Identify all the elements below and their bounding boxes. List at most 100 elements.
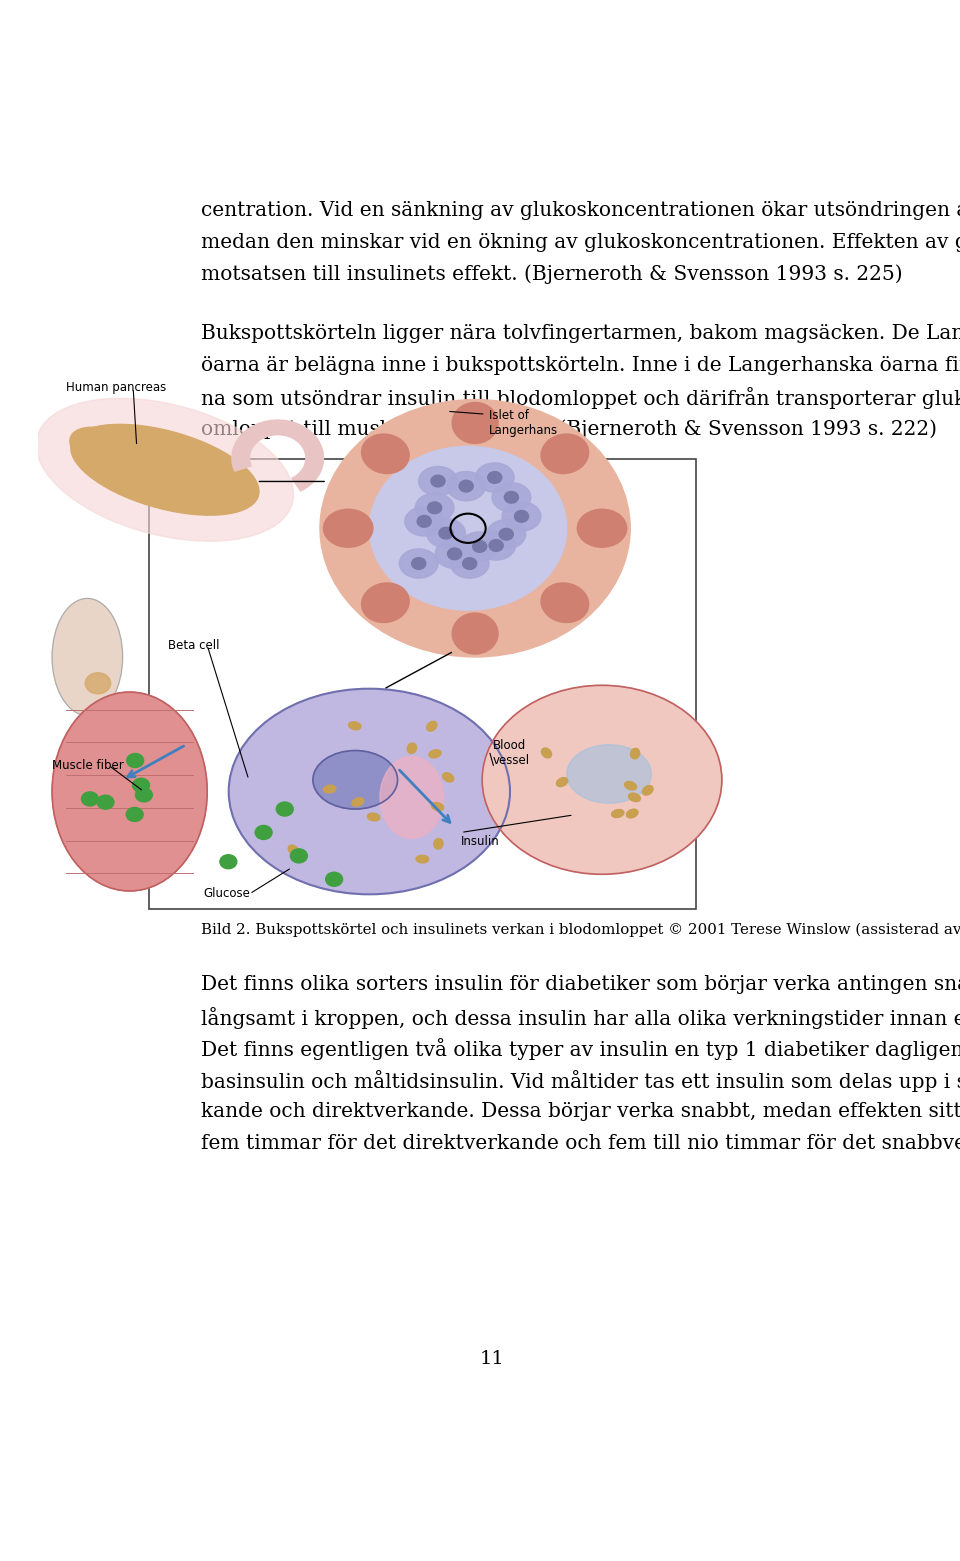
Ellipse shape bbox=[475, 464, 515, 492]
Ellipse shape bbox=[434, 838, 443, 849]
Bar bbox=[150, 459, 696, 910]
Ellipse shape bbox=[416, 855, 429, 863]
Ellipse shape bbox=[362, 434, 409, 473]
Circle shape bbox=[97, 795, 114, 809]
Circle shape bbox=[472, 540, 487, 553]
Wedge shape bbox=[232, 420, 324, 492]
Text: långsamt i kroppen, och dessa insulin har alla olika verkningstider innan effekt: långsamt i kroppen, och dessa insulin ha… bbox=[202, 1007, 960, 1029]
Circle shape bbox=[499, 529, 514, 540]
Ellipse shape bbox=[380, 757, 444, 838]
Ellipse shape bbox=[642, 785, 653, 795]
Ellipse shape bbox=[416, 493, 454, 523]
Ellipse shape bbox=[450, 549, 489, 578]
Ellipse shape bbox=[52, 598, 123, 715]
Circle shape bbox=[412, 557, 425, 570]
Ellipse shape bbox=[407, 743, 417, 754]
Ellipse shape bbox=[460, 532, 499, 560]
Circle shape bbox=[515, 510, 529, 523]
Ellipse shape bbox=[228, 688, 510, 894]
Circle shape bbox=[439, 528, 453, 539]
Ellipse shape bbox=[324, 509, 372, 548]
Ellipse shape bbox=[288, 845, 299, 855]
Text: motsatsen till insulinets effekt. (Bjerneroth & Svensson 1993 s. 225): motsatsen till insulinets effekt. (Bjern… bbox=[202, 265, 903, 284]
Circle shape bbox=[255, 826, 272, 840]
Circle shape bbox=[85, 673, 110, 693]
Ellipse shape bbox=[625, 782, 636, 790]
Text: 11: 11 bbox=[480, 1350, 504, 1367]
Circle shape bbox=[504, 492, 518, 503]
Text: Beta cell: Beta cell bbox=[168, 638, 220, 652]
Text: Det finns olika sorters insulin för diabetiker som börjar verka antingen snabbt : Det finns olika sorters insulin för diab… bbox=[202, 974, 960, 994]
Text: Human pancreas: Human pancreas bbox=[66, 381, 166, 395]
Text: Blood
vessel: Blood vessel bbox=[492, 740, 530, 768]
Ellipse shape bbox=[577, 509, 627, 548]
Text: na som utsöndrar insulin till blodomloppet och därifrån transporterar glukos frå: na som utsöndrar insulin till blodomlopp… bbox=[202, 387, 960, 409]
Text: Bild 2. Bukspottskörtel och insulinets verkan i blodomloppet © 2001 Terese Winsl: Bild 2. Bukspottskörtel och insulinets v… bbox=[202, 923, 960, 937]
Ellipse shape bbox=[429, 749, 441, 759]
Ellipse shape bbox=[426, 721, 437, 731]
Text: medan den minskar vid en ökning av glukoskoncentrationen. Effekten av glukagon ä: medan den minskar vid en ökning av gluko… bbox=[202, 233, 960, 251]
Circle shape bbox=[427, 503, 442, 514]
Ellipse shape bbox=[502, 501, 540, 531]
Ellipse shape bbox=[477, 531, 516, 560]
Ellipse shape bbox=[557, 777, 567, 787]
Ellipse shape bbox=[452, 403, 498, 443]
Text: Muscle fiber: Muscle fiber bbox=[52, 759, 124, 771]
Ellipse shape bbox=[419, 467, 457, 496]
Text: basinsulin och måltidsinsulin. Vid måltider tas ett insulin som delas upp i snab: basinsulin och måltidsinsulin. Vid målti… bbox=[202, 1071, 960, 1093]
Ellipse shape bbox=[482, 685, 722, 874]
Ellipse shape bbox=[452, 613, 498, 654]
Circle shape bbox=[132, 779, 150, 793]
Text: centration. Vid en sänkning av glukoskoncentrationen ökar utsöndringen av glukag: centration. Vid en sänkning av glukoskon… bbox=[202, 201, 960, 220]
Circle shape bbox=[82, 791, 99, 805]
Circle shape bbox=[220, 855, 237, 869]
Ellipse shape bbox=[487, 520, 525, 549]
Ellipse shape bbox=[362, 582, 409, 623]
Ellipse shape bbox=[368, 813, 380, 821]
Ellipse shape bbox=[431, 802, 444, 810]
Ellipse shape bbox=[399, 549, 438, 578]
Circle shape bbox=[447, 548, 462, 560]
Ellipse shape bbox=[446, 471, 486, 501]
Ellipse shape bbox=[541, 434, 588, 473]
Circle shape bbox=[489, 540, 503, 551]
Circle shape bbox=[463, 557, 477, 570]
Ellipse shape bbox=[627, 809, 638, 818]
Ellipse shape bbox=[70, 428, 147, 478]
Ellipse shape bbox=[370, 446, 566, 610]
Text: Glucose: Glucose bbox=[204, 887, 251, 901]
Ellipse shape bbox=[405, 507, 444, 535]
Ellipse shape bbox=[629, 793, 640, 802]
Text: Bukspottskörteln ligger nära tolvfingertarmen, bakom magsäcken. De Langerhanska: Bukspottskörteln ligger nära tolvfingert… bbox=[202, 323, 960, 343]
Ellipse shape bbox=[324, 785, 336, 793]
Text: Det finns egentligen två olika typer av insulin en typ 1 diabetiker dagligen anv: Det finns egentligen två olika typer av … bbox=[202, 1038, 960, 1060]
Text: omloppet till muskelceller. (bild 2) (Bjerneroth & Svensson 1993 s. 222): omloppet till muskelceller. (bild 2) (Bj… bbox=[202, 420, 937, 439]
Ellipse shape bbox=[541, 582, 588, 623]
Ellipse shape bbox=[612, 810, 624, 818]
Text: Insulin: Insulin bbox=[461, 835, 500, 848]
Ellipse shape bbox=[443, 773, 454, 782]
Ellipse shape bbox=[348, 721, 361, 729]
Circle shape bbox=[135, 788, 153, 802]
Circle shape bbox=[276, 802, 293, 816]
Ellipse shape bbox=[313, 751, 397, 809]
Ellipse shape bbox=[492, 482, 531, 512]
Ellipse shape bbox=[566, 745, 651, 804]
Text: öarna är belägna inne i bukspottskörteln. Inne i de Langerhanska öarna finns bet: öarna är belägna inne i bukspottskörteln… bbox=[202, 356, 960, 375]
Text: Islet of
Langerhans: Islet of Langerhans bbox=[490, 409, 559, 437]
Circle shape bbox=[127, 754, 144, 768]
Text: kande och direktverkande. Dessa börjar verka snabbt, medan effekten sitter kvar : kande och direktverkande. Dessa börjar v… bbox=[202, 1102, 960, 1121]
Ellipse shape bbox=[435, 539, 474, 568]
Text: fem timmar för det direktverkande och fem till nio timmar för det snabbverkande.: fem timmar för det direktverkande och fe… bbox=[202, 1133, 960, 1152]
Ellipse shape bbox=[36, 398, 294, 542]
Circle shape bbox=[320, 400, 630, 657]
Circle shape bbox=[431, 475, 445, 487]
Circle shape bbox=[417, 515, 431, 528]
Ellipse shape bbox=[541, 748, 552, 759]
Ellipse shape bbox=[426, 518, 466, 548]
Ellipse shape bbox=[352, 798, 364, 807]
Ellipse shape bbox=[52, 692, 207, 891]
Circle shape bbox=[325, 873, 343, 887]
Circle shape bbox=[290, 849, 307, 863]
Circle shape bbox=[126, 807, 143, 821]
